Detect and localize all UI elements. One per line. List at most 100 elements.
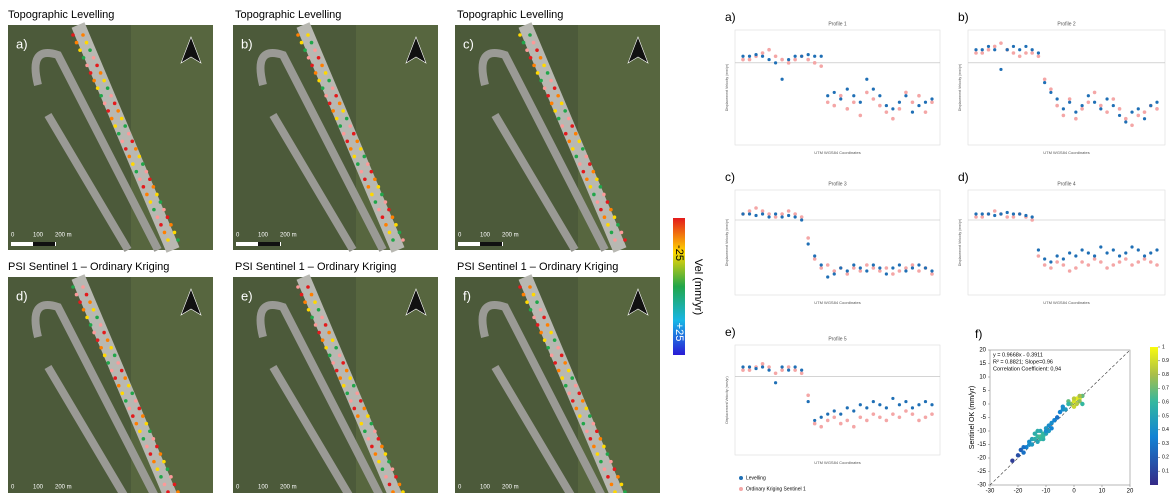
data-point [1052, 418, 1057, 423]
survey-point [151, 185, 156, 189]
data-point [865, 418, 869, 423]
data-point [1066, 401, 1071, 407]
profile-title: Profile 3 [828, 181, 847, 187]
north-arrow [627, 288, 649, 316]
survey-point [369, 421, 374, 426]
data-point [980, 212, 984, 216]
data-point [851, 100, 856, 105]
data-point [1130, 263, 1134, 267]
survey-point [119, 368, 124, 373]
data-point [1055, 103, 1059, 108]
data-point [1136, 107, 1140, 111]
survey-point [588, 437, 593, 441]
data-point [852, 94, 856, 98]
data-point [741, 368, 745, 372]
data-point [1055, 254, 1059, 258]
data-point [1123, 257, 1128, 261]
data-point [858, 415, 863, 420]
survey-point [373, 452, 378, 456]
survey-point [549, 101, 554, 106]
survey-point [384, 223, 388, 227]
survey-point [148, 200, 153, 204]
survey-point [84, 292, 89, 297]
data-point [754, 366, 758, 371]
survey-point [116, 361, 120, 365]
survey-point [134, 169, 139, 174]
survey-point [303, 300, 307, 304]
survey-point [585, 429, 589, 434]
data-point [1024, 213, 1028, 218]
survey-point [106, 361, 110, 365]
data-point [891, 396, 895, 401]
scale-label: 200 m [280, 233, 297, 239]
survey-point [577, 391, 582, 396]
survey-point [595, 177, 599, 182]
data-point [1035, 439, 1040, 444]
survey-point [81, 55, 86, 60]
survey-point [376, 185, 381, 189]
survey-point [85, 63, 89, 68]
data-point [851, 266, 856, 270]
data-point [819, 424, 824, 429]
scale-label: 0 [236, 485, 240, 491]
scale-label: 100 [258, 233, 269, 239]
data-point [747, 212, 752, 216]
data-point [1049, 266, 1053, 270]
data-point [819, 263, 823, 267]
data-point [1080, 107, 1084, 111]
survey-point [95, 338, 100, 342]
field [578, 25, 660, 250]
survey-point [145, 444, 149, 449]
data-point [845, 87, 849, 91]
field [131, 277, 213, 493]
data-point [1117, 113, 1122, 118]
survey-point [591, 169, 596, 174]
map-title: Topographic Levelling [235, 9, 341, 21]
survey-point [145, 192, 149, 197]
survey-point [387, 482, 392, 487]
survey-point [560, 376, 565, 380]
colorbar [1150, 347, 1158, 485]
colorbar-title: Vel (mm/yr) [692, 259, 704, 315]
data-point [747, 209, 752, 213]
survey-point [116, 131, 121, 136]
survey-point [299, 292, 304, 297]
data-point [825, 263, 830, 267]
data-point [819, 64, 824, 68]
legend-label: Ordinary Kriging Sentinel 1 [746, 486, 806, 492]
survey-point [166, 490, 170, 493]
scale-label: 200 m [280, 485, 297, 491]
data-point [1049, 420, 1054, 426]
survey-point [605, 452, 610, 456]
data-point [1063, 407, 1068, 412]
survey-point [99, 345, 103, 350]
survey-point [553, 109, 557, 113]
y-axis-label: Displacement Velocity (mm/yr) [958, 219, 962, 266]
survey-point [133, 147, 138, 151]
data-point [747, 57, 752, 62]
y-tick-label: 20 [979, 348, 986, 354]
survey-point [570, 124, 575, 128]
data-point [1149, 103, 1153, 108]
data-point [786, 61, 791, 65]
survey-point [612, 467, 617, 472]
data-point [1049, 260, 1053, 264]
survey-point [588, 185, 593, 189]
survey-point [102, 330, 106, 335]
survey-point [602, 192, 606, 197]
panel-label: d) [16, 288, 28, 303]
data-point [767, 365, 771, 369]
data-point [845, 418, 850, 423]
data-point [1136, 248, 1140, 252]
survey-point [359, 169, 364, 174]
survey-point [320, 338, 325, 342]
data-point [754, 206, 758, 210]
survey-point [570, 376, 575, 380]
survey-point [602, 467, 607, 472]
survey-point [169, 475, 173, 479]
survey-point [176, 238, 180, 242]
data-point [780, 77, 784, 81]
survey-point [123, 124, 128, 128]
survey-point [337, 353, 342, 358]
data-point [1149, 251, 1153, 255]
